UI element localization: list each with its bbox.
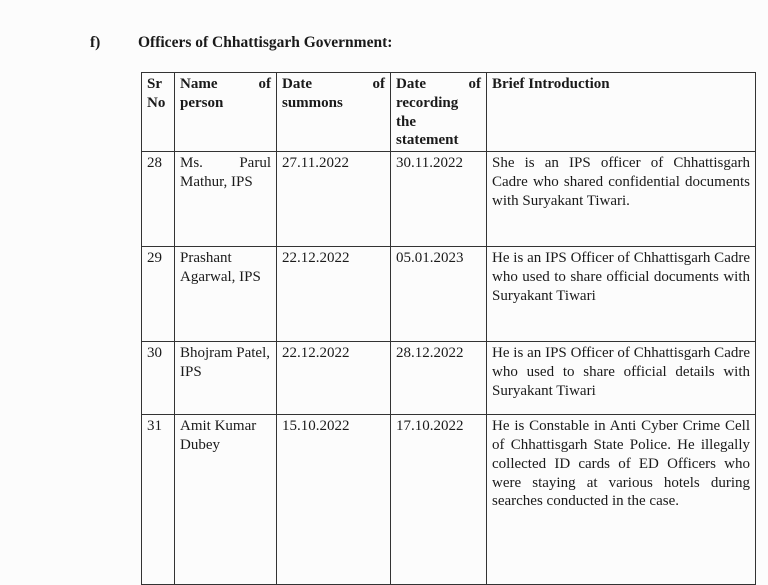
brief-introduction: He is Constable in Anti Cyber Crime Cell… xyxy=(486,414,756,585)
sr-no: 31 xyxy=(141,414,175,585)
officers-table: Sr No Name of person Date of summons Dat… xyxy=(141,71,756,585)
date-recording: 05.01.2023 xyxy=(390,246,487,343)
section-marker: f) xyxy=(90,34,101,51)
sr-no: 28 xyxy=(141,151,175,248)
person-name: Ms. Parul Mathur, IPS xyxy=(174,151,277,248)
date-summons: 15.10.2022 xyxy=(276,414,391,585)
date-recording: 17.10.2022 xyxy=(390,414,487,585)
header-date-recording: Date of recording the statement xyxy=(390,71,487,153)
header-name: Name of person xyxy=(174,71,277,153)
date-summons: 22.12.2022 xyxy=(276,341,391,416)
date-summons: 27.11.2022 xyxy=(276,151,391,248)
person-name: Amit Kumar Dubey xyxy=(174,414,277,585)
table-row: 29 Prashant Agarwal, IPS 22.12.2022 05.0… xyxy=(141,246,756,343)
header-date-summons: Date of summons xyxy=(276,71,391,153)
person-name: Prashant Agarwal, IPS xyxy=(174,246,277,343)
section-title: Officers of Chhattisgarh Government: xyxy=(138,34,393,51)
section-heading: f) Officers of Chhattisgarh Government: xyxy=(90,34,392,52)
brief-introduction: She is an IPS officer of Chhattisgarh Ca… xyxy=(486,151,756,248)
sr-no: 30 xyxy=(141,341,175,416)
brief-introduction: He is an IPS Officer of Chhattisgarh Cad… xyxy=(486,341,756,416)
table-row: 30 Bhojram Patel, IPS 22.12.2022 28.12.2… xyxy=(141,341,756,416)
date-recording: 28.12.2022 xyxy=(390,341,487,416)
table-row: 28 Ms. Parul Mathur, IPS 27.11.2022 30.1… xyxy=(141,151,756,248)
header-sr-no: Sr No xyxy=(141,71,175,153)
person-name: Bhojram Patel, IPS xyxy=(174,341,277,416)
date-summons: 22.12.2022 xyxy=(276,246,391,343)
table-header-row: Sr No Name of person Date of summons Dat… xyxy=(141,71,756,153)
table-row: 31 Amit Kumar Dubey 15.10.2022 17.10.202… xyxy=(141,414,756,585)
header-brief-introduction: Brief Introduction xyxy=(486,71,756,153)
sr-no: 29 xyxy=(141,246,175,343)
brief-introduction: He is an IPS Officer of Chhattisgarh Cad… xyxy=(486,246,756,343)
date-recording: 30.11.2022 xyxy=(390,151,487,248)
